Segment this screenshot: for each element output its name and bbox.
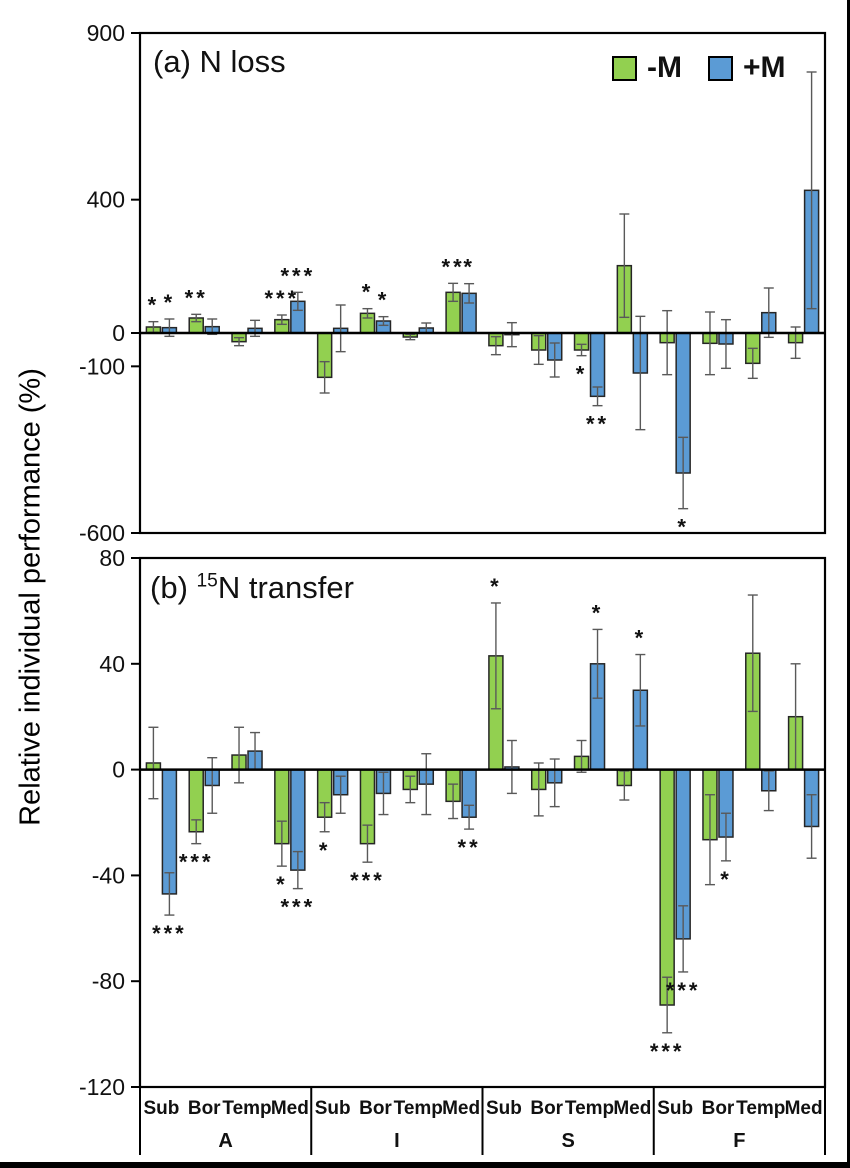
y-tick-label: -600 [79,520,125,546]
panel-b-title-superscript: 15 [196,570,218,592]
x-category-label: Bor [702,1098,735,1119]
x-category-label: Temp [736,1098,785,1119]
x-group-label: S [561,1130,574,1152]
x-category-label: Sub [486,1098,522,1119]
significance-marker: ** [185,285,208,310]
y-tick-label: 400 [87,187,125,213]
significance-marker: *** [152,921,187,946]
x-category-label: Temp [222,1098,271,1119]
significance-marker: * [164,290,176,315]
legend-label-minus-m: -M [647,51,682,84]
x-category-label: Temp [565,1098,614,1119]
significance-marker: ** [442,254,465,279]
y-tick-label: 40 [99,651,125,677]
x-category-label: Med [271,1098,309,1119]
x-category-label: Med [613,1098,651,1119]
x-category-label: Bor [359,1098,392,1119]
significance-marker: * [490,574,502,599]
significance-marker: * [276,872,288,897]
x-category-label: Med [442,1098,480,1119]
significance-marker: *** [350,868,385,893]
x-category-label: Sub [143,1098,179,1119]
significance-marker: * [378,288,390,313]
x-category-label: Bor [530,1098,563,1119]
significance-marker: ** [458,835,481,860]
legend-swatch-plus-m-icon [707,55,733,81]
x-group-label: I [394,1130,400,1152]
significance-marker: * [720,867,732,892]
y-tick-label: 0 [112,320,125,346]
panel-b-title-prefix: (b) [150,570,197,605]
panel-frame [138,31,827,535]
y-tick-label: -120 [79,1074,125,1100]
significance-marker: *** [281,895,316,920]
significance-marker: * [362,280,374,305]
y-tick-label: -80 [92,968,125,994]
panel-b-title: (b) 15N transfer [150,570,354,606]
panel-b-title-rest: N transfer [217,570,354,605]
significance-marker: *** [666,978,701,1003]
y-tick-label: -40 [92,862,125,888]
x-group-label: A [218,1130,232,1152]
legend: -M +M [612,51,802,85]
significance-marker: ** [586,412,609,437]
significance-marker: * [576,362,588,387]
significance-marker: * [319,838,331,863]
x-group-label: F [733,1130,745,1152]
x-category-label: Temp [394,1098,443,1119]
bar-b--M-F-Sub [659,768,675,1006]
significance-marker: * [635,626,647,651]
significance-marker: *** [179,850,214,875]
y-tick-label: 80 [99,545,125,571]
significance-marker: * [148,293,160,318]
panel-a-title: (a) N loss [153,44,286,79]
x-category-label: Bor [188,1098,221,1119]
significance-marker: *** [650,1039,685,1064]
legend-swatch-minus-m-icon [612,55,637,81]
y-axis-title: Relative individual performance (%) [14,368,47,826]
x-category-label: Sub [657,1098,693,1119]
x-category-label: Med [785,1098,823,1119]
significance-marker: * [677,515,689,540]
y-tick-label: 900 [87,20,125,46]
significance-marker: * [463,255,475,280]
significance-marker: *** [281,263,316,288]
legend-label-plus-m: +M [742,51,786,84]
y-tick-label: -100 [79,353,125,379]
y-tick-label: 0 [112,757,125,783]
x-category-label: Sub [315,1098,351,1119]
significance-marker: * [592,600,604,625]
